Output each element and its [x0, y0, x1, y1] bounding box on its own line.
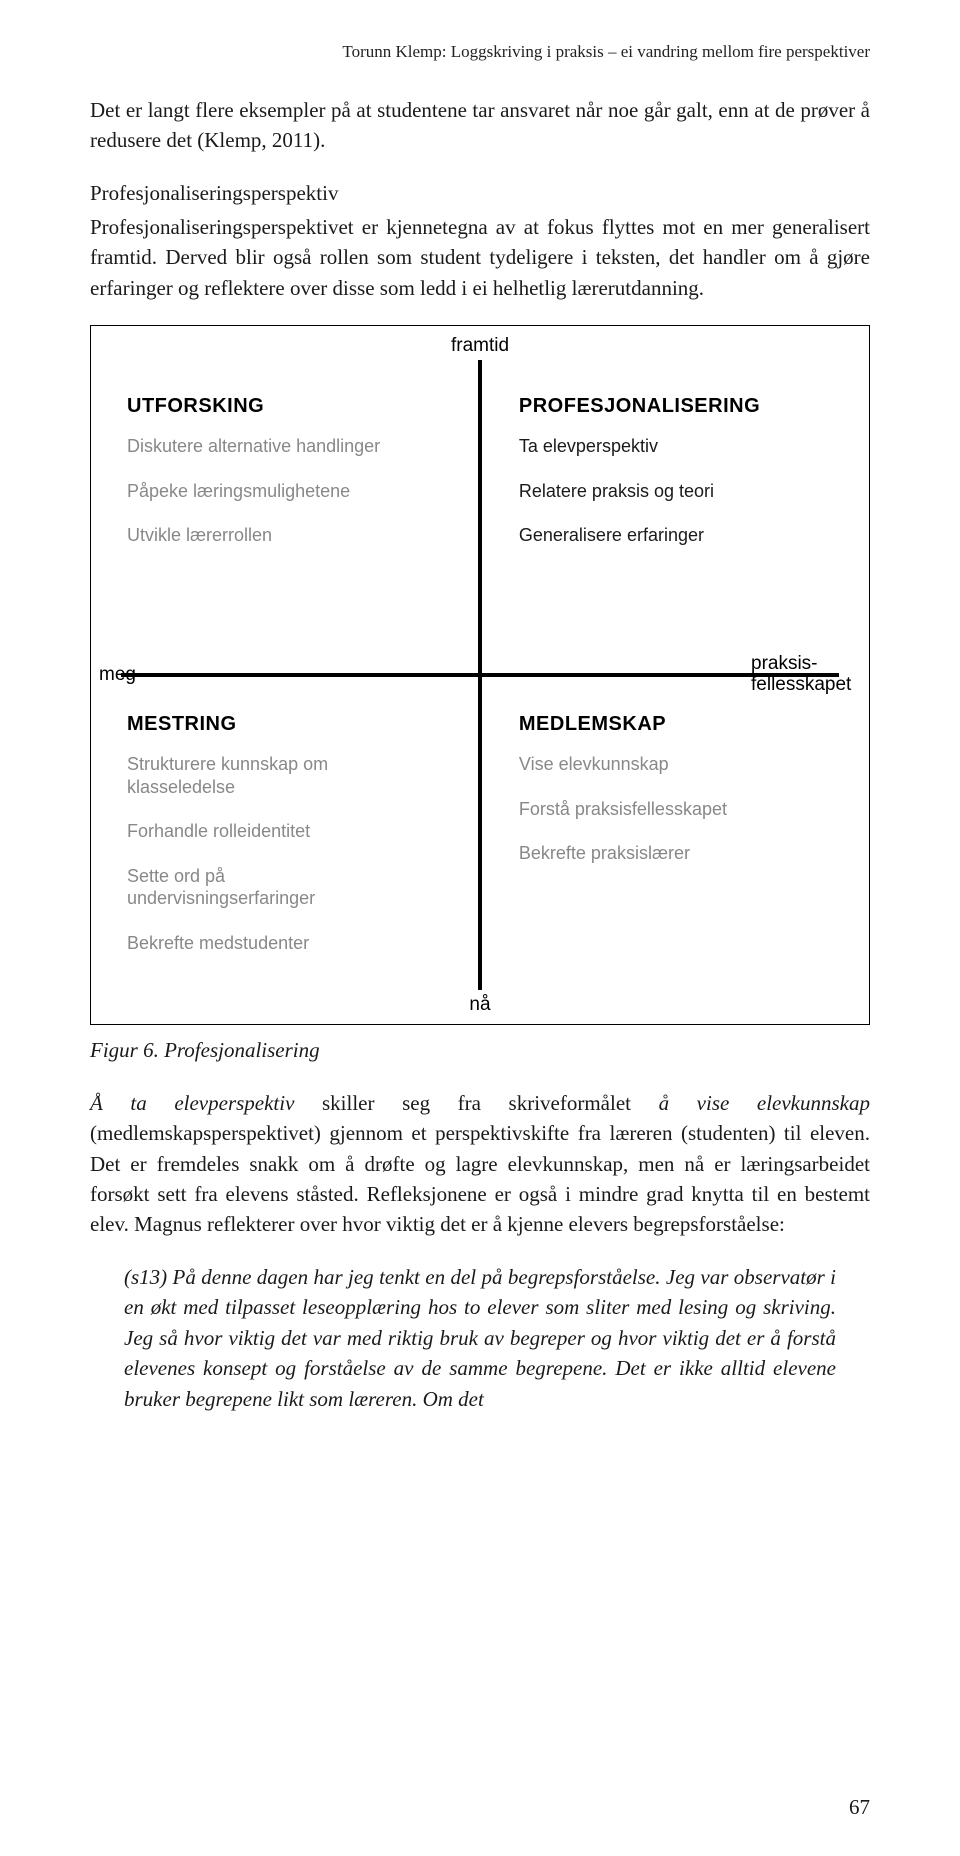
- quadrant-item: Relatere praksis og teori: [519, 480, 819, 503]
- quadrant-item: Vise elevkunnskap: [519, 753, 819, 776]
- quadrant-item: Ta elevperspektiv: [519, 435, 819, 458]
- quadrant-item: Bekrefte praksislærer: [519, 842, 819, 865]
- quadrant-title: PROFESJONALISERING: [519, 392, 819, 421]
- axis-label-top: framtid: [451, 332, 509, 360]
- quadrant-item: Generalisere erfaringer: [519, 524, 819, 547]
- quadrant-item: Bekrefte medstudenter: [127, 932, 417, 955]
- quadrant-title: MESTRING: [127, 710, 417, 739]
- quadrant-top-left: UTFORSKING Diskutere alternative handlin…: [127, 392, 417, 569]
- page-number: 67: [849, 1792, 870, 1822]
- quadrant-title: UTFORSKING: [127, 392, 417, 421]
- section-heading: Profesjonaliseringsperspektiv: [90, 178, 870, 208]
- quadrant-bottom-right: MEDLEMSKAP Vise elevkunnskap Forstå prak…: [519, 710, 819, 887]
- paragraph-1: Det er langt flere eksempler på at stude…: [90, 95, 870, 156]
- quadrant-item: Forstå praksisfellesskapet: [519, 798, 819, 821]
- quadrant-top-right: PROFESJONALISERING Ta elevperspektiv Rel…: [519, 392, 819, 569]
- em-phrase-2: å vise elevkunnskap: [659, 1091, 870, 1115]
- quadrant-item: Påpeke læringsmulighetene: [127, 480, 417, 503]
- quadrant-item: Diskutere alternative handlinger: [127, 435, 417, 458]
- quadrant-item: Strukturere kunnskap om klasseledelse: [127, 753, 417, 798]
- quadrant-title: MEDLEMSKAP: [519, 710, 819, 739]
- text-run: (medlemskapsperspektivet) gjennom et per…: [90, 1121, 870, 1236]
- axis-horizontal: [121, 673, 839, 677]
- figure-quadrant: framtid nå meg praksis- fellesskapet UTF…: [90, 325, 870, 1025]
- figure-caption: Figur 6. Profesjonalisering: [90, 1035, 870, 1065]
- quadrant-item: Sette ord på undervisningserfaringer: [127, 865, 417, 910]
- axis-label-left: meg: [99, 661, 136, 689]
- quadrant-bottom-left: MESTRING Strukturere kunnskap om klassel…: [127, 710, 417, 976]
- text-run: skiller seg fra skriveformålet: [294, 1091, 658, 1115]
- paragraph-3: Å ta elevperspektiv skiller seg fra skri…: [90, 1088, 870, 1240]
- axis-label-bottom: nå: [469, 991, 490, 1019]
- em-phrase-1: Å ta elevperspektiv: [90, 1091, 294, 1115]
- axis-label-right: praksis- fellesskapet: [751, 654, 861, 696]
- quadrant-item: Utvikle lærerrollen: [127, 524, 417, 547]
- block-quote: (s13) På denne dagen har jeg tenkt en de…: [124, 1262, 836, 1414]
- quadrant-item: Forhandle rolleidentitet: [127, 820, 417, 843]
- paragraph-2: Profesjonaliseringsperspektivet er kjenn…: [90, 212, 870, 303]
- running-head: Torunn Klemp: Loggskriving i praksis – e…: [90, 40, 870, 65]
